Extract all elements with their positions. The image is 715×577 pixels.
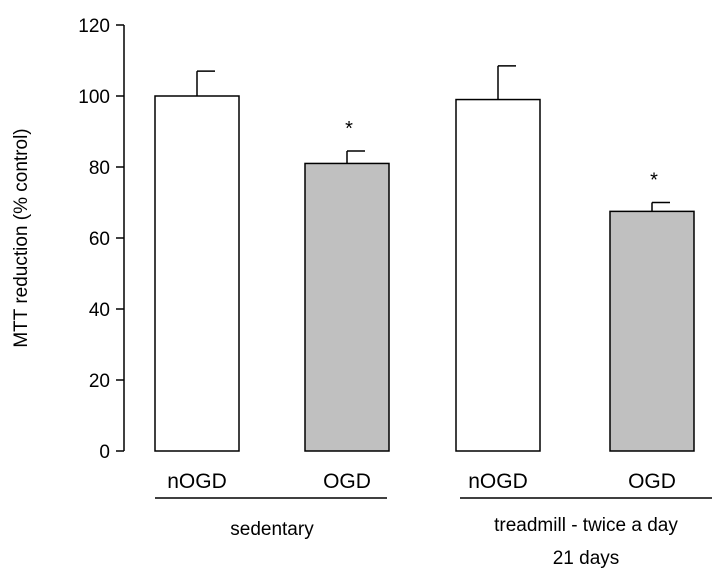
x-category-label: nOGD xyxy=(468,470,528,493)
x-category-label: nOGD xyxy=(167,470,227,493)
x-category-labels: nOGD OGD nOGD OGD xyxy=(167,470,676,493)
y-tick-label: 120 xyxy=(78,16,110,37)
significance-marker: * xyxy=(345,118,353,140)
group-label-treadmill: 21 days xyxy=(553,548,620,569)
y-tick-label: 20 xyxy=(89,371,110,392)
y-tick-label: 100 xyxy=(78,87,110,108)
bar-sedentary-ogd xyxy=(304,162,390,452)
y-axis-ticks: 0 20 40 60 80 100 120 xyxy=(78,16,124,463)
significance-marker: * xyxy=(650,170,658,192)
bars-layer: ** xyxy=(154,65,695,452)
bar-treadmill-nogd xyxy=(455,98,541,452)
y-tick-label: 60 xyxy=(89,229,110,250)
y-tick-label: 80 xyxy=(89,158,110,179)
x-category-label: OGD xyxy=(628,470,676,493)
bar-treadmill-ogd xyxy=(609,210,695,452)
y-axis-label: MTT reduction (% control) xyxy=(11,128,32,347)
bar-sedentary-nogd xyxy=(154,95,240,452)
group-label-sedentary: sedentary xyxy=(230,519,314,540)
y-tick-label: 0 xyxy=(99,442,110,463)
group-labels: sedentary treadmill - twice a day 21 days xyxy=(155,497,712,569)
x-category-label: OGD xyxy=(323,470,371,493)
y-tick-label: 40 xyxy=(89,300,110,321)
group-label-treadmill: treadmill - twice a day xyxy=(494,515,678,536)
